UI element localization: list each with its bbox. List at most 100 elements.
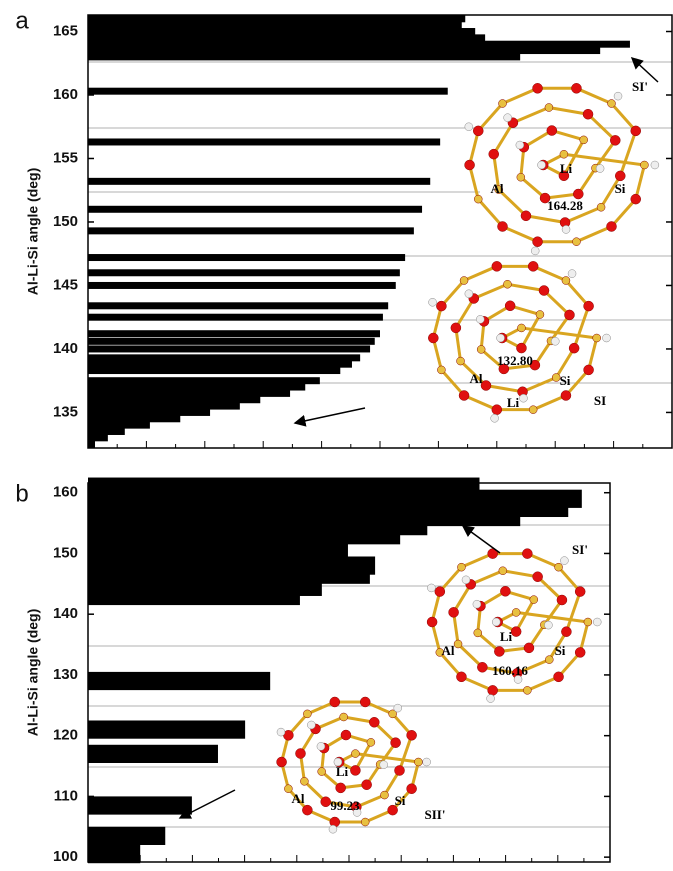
- bond: [542, 289, 571, 317]
- bar: [88, 330, 380, 338]
- bond: [515, 610, 589, 624]
- atom: [359, 696, 371, 708]
- bar: [88, 177, 431, 185]
- bar: [88, 796, 192, 815]
- atom: [435, 648, 445, 657]
- atom: [532, 571, 543, 582]
- bond: [587, 337, 599, 371]
- atom: [592, 333, 601, 343]
- atom: [592, 617, 602, 627]
- bar: [88, 138, 441, 146]
- bond: [526, 675, 560, 692]
- atom: [500, 586, 511, 597]
- bond: [594, 139, 617, 169]
- bond: [557, 566, 582, 593]
- bond: [575, 86, 613, 105]
- atom: [551, 373, 561, 382]
- molecule: [464, 83, 660, 256]
- annotation: Li: [336, 764, 349, 779]
- annotation: 164.28: [547, 198, 583, 213]
- atom: [477, 662, 488, 673]
- molecule-images: [276, 83, 660, 834]
- atom: [487, 548, 498, 559]
- atom: [498, 363, 510, 375]
- bond: [438, 651, 463, 678]
- bond: [512, 106, 550, 125]
- atom: [369, 717, 380, 728]
- bond: [463, 264, 498, 282]
- bar: [88, 408, 211, 416]
- bar: [88, 402, 240, 410]
- atom: [532, 236, 543, 247]
- atom: [464, 159, 475, 171]
- atom: [428, 298, 437, 307]
- y-tick-label: 140: [53, 340, 78, 357]
- bar: [88, 281, 396, 289]
- bond: [532, 264, 567, 282]
- bond: [398, 734, 414, 771]
- atom: [276, 727, 286, 737]
- bond: [521, 326, 597, 340]
- atom: [554, 562, 563, 572]
- molecule: [428, 261, 611, 423]
- annotation: Al: [442, 643, 455, 658]
- atom: [553, 671, 564, 683]
- annotation: Si: [395, 793, 406, 808]
- atom: [464, 122, 474, 132]
- atom: [497, 221, 508, 232]
- atom: [320, 796, 331, 807]
- y-tick-label: 155: [53, 149, 78, 166]
- bond: [554, 347, 576, 379]
- atom: [295, 748, 306, 759]
- atom: [422, 757, 431, 767]
- atom: [596, 203, 606, 212]
- atom: [284, 784, 293, 793]
- atom: [573, 188, 584, 200]
- bond: [610, 102, 637, 132]
- atom: [528, 405, 538, 414]
- atom: [480, 380, 492, 391]
- y-tick-label: 110: [54, 787, 78, 804]
- bar: [88, 313, 383, 321]
- bond: [525, 214, 566, 224]
- bond: [548, 630, 568, 661]
- bond: [438, 566, 463, 593]
- atom: [494, 646, 505, 657]
- bond: [562, 139, 586, 177]
- panel-label: a: [15, 7, 29, 34]
- atom: [516, 172, 526, 182]
- atom: [630, 125, 641, 137]
- atom: [498, 99, 507, 108]
- atom: [486, 694, 495, 703]
- atom: [517, 323, 526, 333]
- atom: [494, 185, 503, 194]
- atom: [537, 160, 546, 170]
- atom: [333, 757, 343, 767]
- atom: [574, 586, 586, 597]
- atom: [579, 135, 588, 145]
- atom: [476, 315, 485, 324]
- bond: [492, 121, 515, 155]
- bond: [521, 376, 557, 394]
- atom: [316, 742, 326, 751]
- atom: [414, 757, 423, 767]
- bond: [454, 297, 476, 329]
- bond: [355, 752, 419, 764]
- atom: [498, 566, 508, 575]
- molecule: [426, 548, 602, 703]
- atom: [571, 83, 582, 94]
- bar: [88, 526, 401, 545]
- atom: [476, 345, 486, 354]
- y-tick-label: 140: [53, 605, 78, 622]
- bond: [551, 129, 585, 142]
- y-tick-label: 135: [53, 403, 78, 420]
- atom: [523, 642, 535, 654]
- bar: [88, 826, 166, 845]
- atom: [535, 310, 545, 319]
- atom: [516, 342, 527, 354]
- atom: [556, 594, 568, 606]
- atom: [568, 342, 580, 354]
- atom: [551, 337, 560, 346]
- atom: [436, 300, 447, 312]
- atom: [529, 595, 539, 604]
